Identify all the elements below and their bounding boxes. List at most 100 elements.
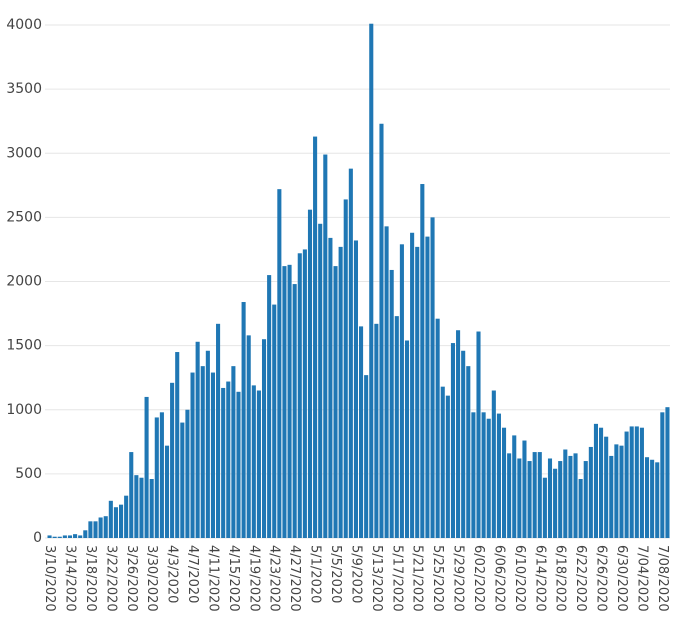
bar bbox=[507, 453, 512, 538]
bar bbox=[205, 350, 210, 538]
x-tick-label: 7/04/2020 bbox=[634, 545, 649, 612]
x-tick-label: 4/23/2020 bbox=[267, 545, 282, 612]
y-tick-label: 1000 bbox=[6, 402, 42, 418]
bar bbox=[537, 452, 542, 538]
bar bbox=[338, 246, 343, 538]
bar bbox=[471, 412, 476, 538]
bar bbox=[180, 422, 185, 538]
bar bbox=[313, 136, 318, 538]
bar bbox=[200, 366, 205, 538]
bar bbox=[445, 395, 450, 538]
bar bbox=[491, 390, 496, 538]
y-tick-label: 2000 bbox=[6, 274, 42, 290]
bar bbox=[307, 209, 313, 538]
bar bbox=[149, 479, 154, 538]
bar bbox=[287, 264, 292, 538]
bar bbox=[604, 436, 609, 538]
bar bbox=[67, 535, 73, 538]
bar bbox=[154, 417, 159, 538]
x-tick-label: 5/17/2020 bbox=[389, 545, 404, 612]
bar bbox=[369, 23, 374, 538]
bar bbox=[73, 534, 78, 538]
bar bbox=[124, 495, 129, 538]
bar bbox=[415, 246, 420, 538]
bar bbox=[93, 521, 98, 538]
x-tick-label: 5/25/2020 bbox=[430, 545, 445, 612]
bar bbox=[113, 507, 118, 538]
bar bbox=[410, 232, 415, 538]
bar bbox=[501, 427, 507, 538]
bar bbox=[241, 302, 246, 538]
bar bbox=[261, 339, 267, 538]
x-tick-label: 5/13/2020 bbox=[369, 545, 384, 612]
x-tick-label: 3/30/2020 bbox=[144, 545, 159, 612]
bar bbox=[650, 459, 655, 538]
bar bbox=[251, 385, 256, 538]
bar bbox=[461, 350, 466, 538]
bar bbox=[343, 199, 348, 539]
x-tick-label: 6/26/2020 bbox=[594, 545, 609, 612]
bar bbox=[52, 536, 57, 538]
bar bbox=[210, 372, 216, 538]
bar bbox=[527, 461, 532, 538]
bar bbox=[404, 340, 410, 538]
bar bbox=[333, 266, 338, 538]
bar bbox=[159, 412, 164, 538]
bar bbox=[558, 461, 563, 538]
bar bbox=[466, 366, 471, 538]
bar bbox=[624, 431, 629, 538]
bar bbox=[486, 418, 491, 538]
bar bbox=[665, 407, 670, 538]
x-tick-label: 4/7/2020 bbox=[185, 545, 200, 603]
bar bbox=[78, 535, 83, 538]
y-tick-label: 3000 bbox=[6, 145, 42, 161]
bar bbox=[272, 304, 277, 538]
bar bbox=[389, 269, 394, 538]
x-tick-label: 4/19/2020 bbox=[246, 545, 261, 612]
bar bbox=[481, 412, 486, 538]
x-tick-label: 6/18/2020 bbox=[553, 545, 568, 612]
bar bbox=[231, 366, 236, 538]
bar bbox=[573, 453, 578, 538]
bar bbox=[292, 284, 297, 538]
bar bbox=[435, 318, 440, 538]
x-tick-label: 6/30/2020 bbox=[614, 545, 629, 612]
bar bbox=[394, 316, 399, 538]
bar bbox=[644, 457, 650, 538]
bar bbox=[384, 226, 389, 539]
bar bbox=[599, 427, 604, 538]
bar bbox=[517, 458, 522, 538]
bar bbox=[62, 535, 67, 538]
bar bbox=[420, 184, 425, 538]
x-tick-label: 5/29/2020 bbox=[451, 545, 466, 612]
bar bbox=[98, 517, 103, 538]
bar bbox=[119, 504, 124, 538]
bar bbox=[563, 449, 568, 538]
bar bbox=[456, 330, 461, 538]
bar bbox=[450, 343, 456, 538]
bar bbox=[588, 446, 593, 538]
bar bbox=[221, 387, 226, 538]
x-tick-label: 3/26/2020 bbox=[124, 545, 139, 612]
x-tick-label: 3/18/2020 bbox=[83, 545, 98, 612]
bar bbox=[175, 352, 180, 538]
bar bbox=[496, 413, 501, 538]
y-tick-label: 4000 bbox=[6, 17, 42, 33]
y-tick-label: 500 bbox=[15, 466, 42, 482]
x-tick-label: 4/27/2020 bbox=[287, 545, 302, 612]
y-tick-label: 0 bbox=[33, 530, 42, 546]
bar bbox=[512, 435, 517, 538]
bar bbox=[619, 445, 624, 538]
bar bbox=[226, 381, 231, 538]
y-tick-label: 3500 bbox=[6, 81, 42, 97]
bar bbox=[129, 452, 134, 538]
bar bbox=[532, 452, 537, 538]
bar bbox=[185, 409, 190, 538]
bar bbox=[170, 382, 175, 538]
x-tick-label: 7/08/2020 bbox=[655, 545, 670, 612]
bar bbox=[609, 455, 614, 538]
bar bbox=[190, 372, 195, 538]
bar bbox=[639, 427, 644, 538]
bar bbox=[164, 445, 170, 538]
